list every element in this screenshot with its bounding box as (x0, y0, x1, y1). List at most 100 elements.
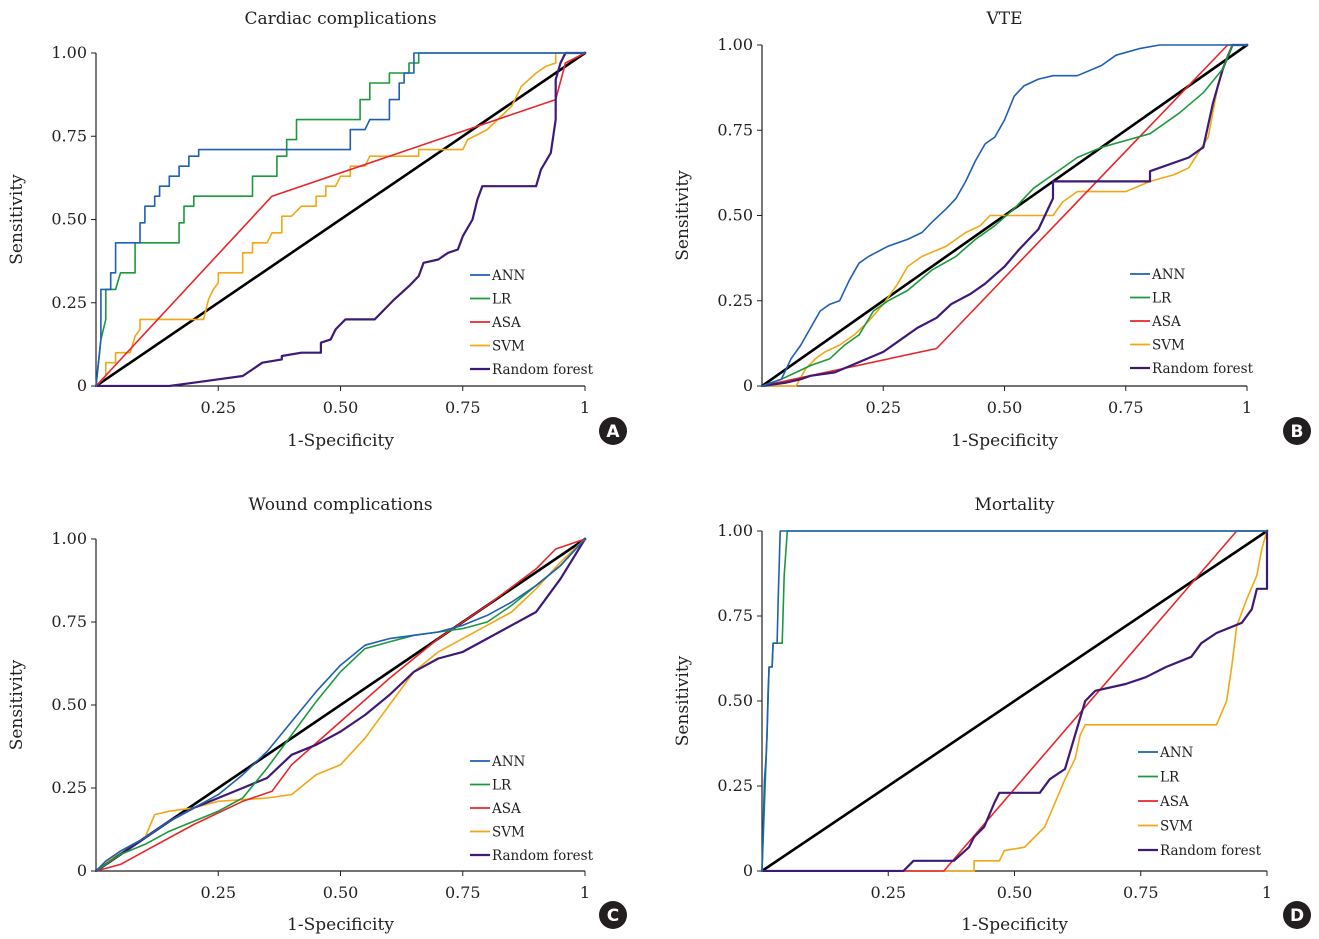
x-tick-label: 0.25 (200, 883, 236, 902)
legend-label-ann: ANN (491, 268, 526, 284)
roc-line-ann (95, 538, 586, 872)
roc-line-random-forest (761, 529, 1269, 872)
legend-label-asa: ASA (491, 801, 521, 817)
series-group (95, 537, 587, 872)
x-tick-label: 0.50 (987, 398, 1023, 417)
x-tick-label: 0.50 (323, 883, 359, 902)
legend-label-lr: LR (492, 292, 512, 308)
y-tick-label: 0.75 (51, 612, 87, 631)
y-tick-label: 1.00 (717, 521, 753, 540)
y-tick-label: 1.00 (51, 43, 87, 62)
legend-label-lr: LR (1152, 291, 1172, 307)
legend-label-svm: SVM (1152, 338, 1185, 354)
roc-line-svm (95, 52, 586, 387)
x-tick-label: 1 (1262, 883, 1272, 902)
y-tick-label: 0.25 (717, 291, 753, 310)
roc-line-svm (761, 44, 1248, 387)
chart-panel-a: Cardiac complications 0 0.25 0.50 0.75 1.00 0.… (7, 9, 627, 451)
x-tick-label: 1 (580, 883, 590, 902)
panel-badge-circle (599, 417, 627, 445)
x-tick-label: 0.25 (200, 398, 236, 417)
x-axis-label: 1-Specificity (287, 915, 394, 935)
chart-title: Wound complications (248, 495, 432, 515)
y-tick-label: 0.75 (717, 120, 753, 139)
roc-line-random-forest (761, 43, 1249, 387)
chart-title: VTE (985, 9, 1022, 29)
legend-label-lr: LR (492, 778, 512, 794)
panel-badge-circle (1283, 417, 1311, 445)
roc-line-svm (95, 538, 586, 872)
legend: ANN LR ASA SVM Random forest (470, 268, 594, 378)
y-tick-label: 0.25 (717, 776, 753, 795)
x-tick-label: 0.25 (870, 883, 906, 902)
legend: ANN LR ASA SVM Random forest (1130, 267, 1254, 377)
x-tick-label: 0.25 (865, 398, 901, 417)
x-tick-label: 1 (1242, 398, 1252, 417)
legend-label-ann: ANN (491, 754, 526, 770)
panel-badge: C (599, 901, 627, 929)
panel-badge-circle (599, 901, 627, 929)
x-tick-label: 0.50 (997, 883, 1033, 902)
x-axis-label: 1-Specificity (961, 915, 1068, 935)
legend-label-lr: LR (1160, 770, 1180, 786)
x-tick-label: 0.75 (445, 883, 481, 902)
legend: ANN LR ASA SVM Random forest (1138, 745, 1262, 859)
roc-line-ann (761, 530, 1268, 872)
series-group (761, 529, 1269, 872)
legend-label-svm: SVM (492, 339, 525, 355)
legend-label-asa: ASA (1159, 794, 1189, 810)
legend-label-ann: ANN (1151, 267, 1186, 283)
panel-badge-letter: D (1290, 906, 1304, 926)
roc-line-lr (761, 44, 1248, 387)
chart-panel-b: VTE 0 0.25 0.50 0.75 1.00 0.25 0.50 0.75 1 1-Speci… (673, 9, 1311, 451)
x-tick-label: 0.75 (445, 398, 481, 417)
roc-line-ann (95, 52, 586, 387)
roc-line-random-forest (95, 51, 587, 387)
y-axis-label: Sensitivity (673, 655, 693, 746)
y-tick-label: 0.75 (717, 606, 753, 625)
panel-badge: D (1283, 901, 1311, 929)
chart-title: Mortality (974, 495, 1054, 515)
legend-label-svm: SVM (1160, 819, 1193, 835)
legend-label-random-forest: Random forest (1160, 843, 1262, 859)
x-tick-label: 0.75 (1108, 398, 1144, 417)
reference-diagonal-line (95, 51, 587, 387)
panel-badge-circle (1283, 901, 1311, 929)
y-axis-label: Sensitivity (673, 170, 693, 261)
x-axis-label: 1-Specificity (951, 431, 1058, 451)
reference-diagonal-line (761, 529, 1269, 872)
y-tick-label: 0 (743, 376, 753, 395)
panel-badge: A (599, 417, 627, 445)
roc-line-asa (95, 538, 586, 872)
legend-label-random-forest: Random forest (1152, 361, 1254, 377)
x-axis-label: 1-Specificity (287, 431, 394, 451)
chart-panel-d: Mortality 0 0.25 0.50 0.75 1.00 0.25 0.50 0.75 1 1… (673, 495, 1311, 935)
legend-label-random-forest: Random forest (492, 362, 594, 378)
y-tick-label: 1.00 (51, 529, 87, 548)
roc-line-lr (95, 52, 586, 387)
panel-badge-letter: B (1291, 422, 1304, 442)
y-tick-label: 1.00 (717, 35, 753, 54)
chart-panel-c: Wound complications 0 0.25 0.50 0.75 1.00 0.25… (7, 495, 627, 935)
roc-line-ann (761, 44, 1248, 387)
legend: ANN LR ASA SVM Random forest (470, 754, 594, 864)
x-tick-label: 0.75 (1123, 883, 1159, 902)
legend-label-ann: ANN (1159, 745, 1194, 761)
panel-badge: B (1283, 417, 1311, 445)
y-tick-label: 0.25 (51, 293, 87, 312)
legend-label-asa: ASA (491, 315, 521, 331)
legend-label-random-forest: Random forest (492, 848, 594, 864)
x-tick-label: 1 (580, 398, 590, 417)
roc-line-svm (761, 530, 1268, 872)
y-axis-label: Sensitivity (7, 659, 27, 750)
y-tick-label: 0.75 (51, 126, 87, 145)
panel-badge-letter: A (606, 422, 620, 442)
y-tick-label: 0 (743, 861, 753, 880)
y-tick-label: 0.50 (51, 695, 87, 714)
chart-title: Cardiac complications (244, 9, 436, 29)
y-axis-label: Sensitivity (7, 174, 27, 265)
y-tick-label: 0.50 (51, 210, 87, 229)
y-tick-label: 0.25 (51, 778, 87, 797)
series-group (95, 51, 587, 387)
